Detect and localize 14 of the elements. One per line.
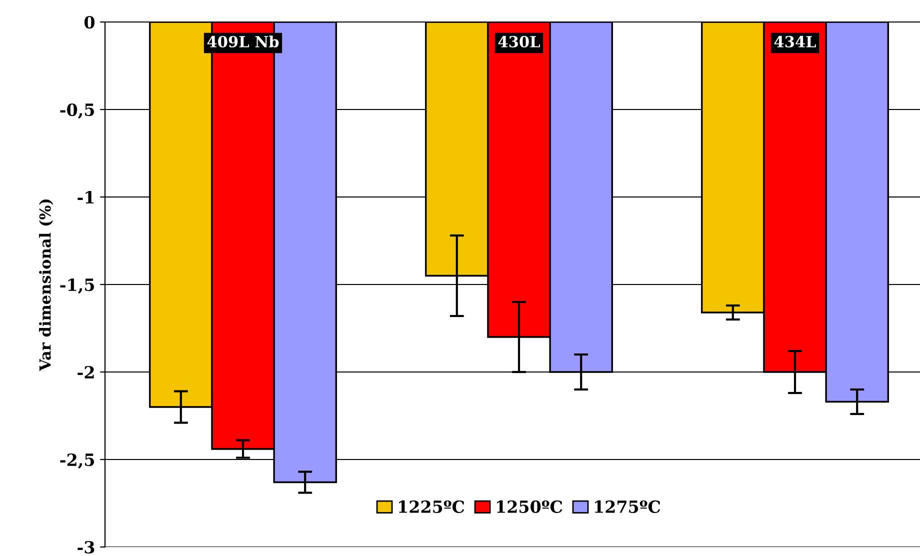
y-tick-label: -1,5: [60, 278, 94, 294]
x-tick-label: 434L: [774, 36, 816, 48]
legend-label: 1225ºC: [399, 500, 464, 514]
y-tick-label: -1: [78, 190, 94, 204]
x-tick-label: 430L: [498, 36, 540, 48]
y-tick-label: 0: [84, 16, 94, 29]
y-tick-label: -3: [78, 540, 94, 554]
y-axis-title: Var dimensional (%): [39, 200, 54, 372]
y-tick-label: -0,5: [60, 103, 94, 119]
legend-label: 1250ºC: [497, 500, 562, 514]
y-tick-label: -2: [78, 366, 94, 378]
y-tick-label: -2,5: [60, 453, 94, 469]
legend-label: 1275ºC: [595, 500, 660, 514]
x-tick-label: 409L Nb: [207, 36, 279, 48]
